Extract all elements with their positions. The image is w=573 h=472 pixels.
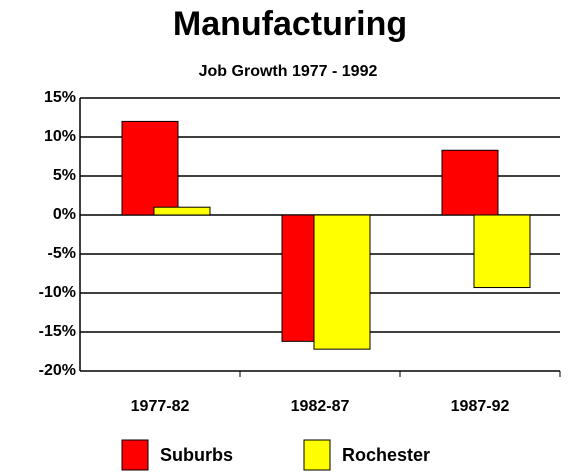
y-tick-label: -10% <box>39 284 76 301</box>
bar <box>473 214 531 289</box>
x-tick-label: 1987-92 <box>451 398 510 415</box>
chart-title: Manufacturing <box>173 5 407 43</box>
x-tick-label: 1982-87 <box>291 398 350 415</box>
y-tick-label: -5% <box>48 245 76 262</box>
legend-swatch <box>121 439 149 471</box>
y-tick-label: 0% <box>53 206 76 223</box>
y-tick-label: -15% <box>39 323 76 340</box>
bar <box>441 149 499 216</box>
y-tick-label: 15% <box>44 89 76 106</box>
y-tick-label: 5% <box>53 167 76 184</box>
legend-label: Rochester <box>342 445 430 465</box>
legend-swatch <box>303 439 331 471</box>
chart-subtitle: Job Growth 1977 - 1992 <box>199 63 378 80</box>
bar <box>121 120 179 216</box>
bar <box>153 206 211 216</box>
bar <box>313 214 371 350</box>
y-tick-label: -20% <box>39 362 76 379</box>
x-tick-label: 1977-82 <box>131 398 190 415</box>
legend-label: Suburbs <box>160 445 233 465</box>
y-tick-label: 10% <box>44 128 76 145</box>
